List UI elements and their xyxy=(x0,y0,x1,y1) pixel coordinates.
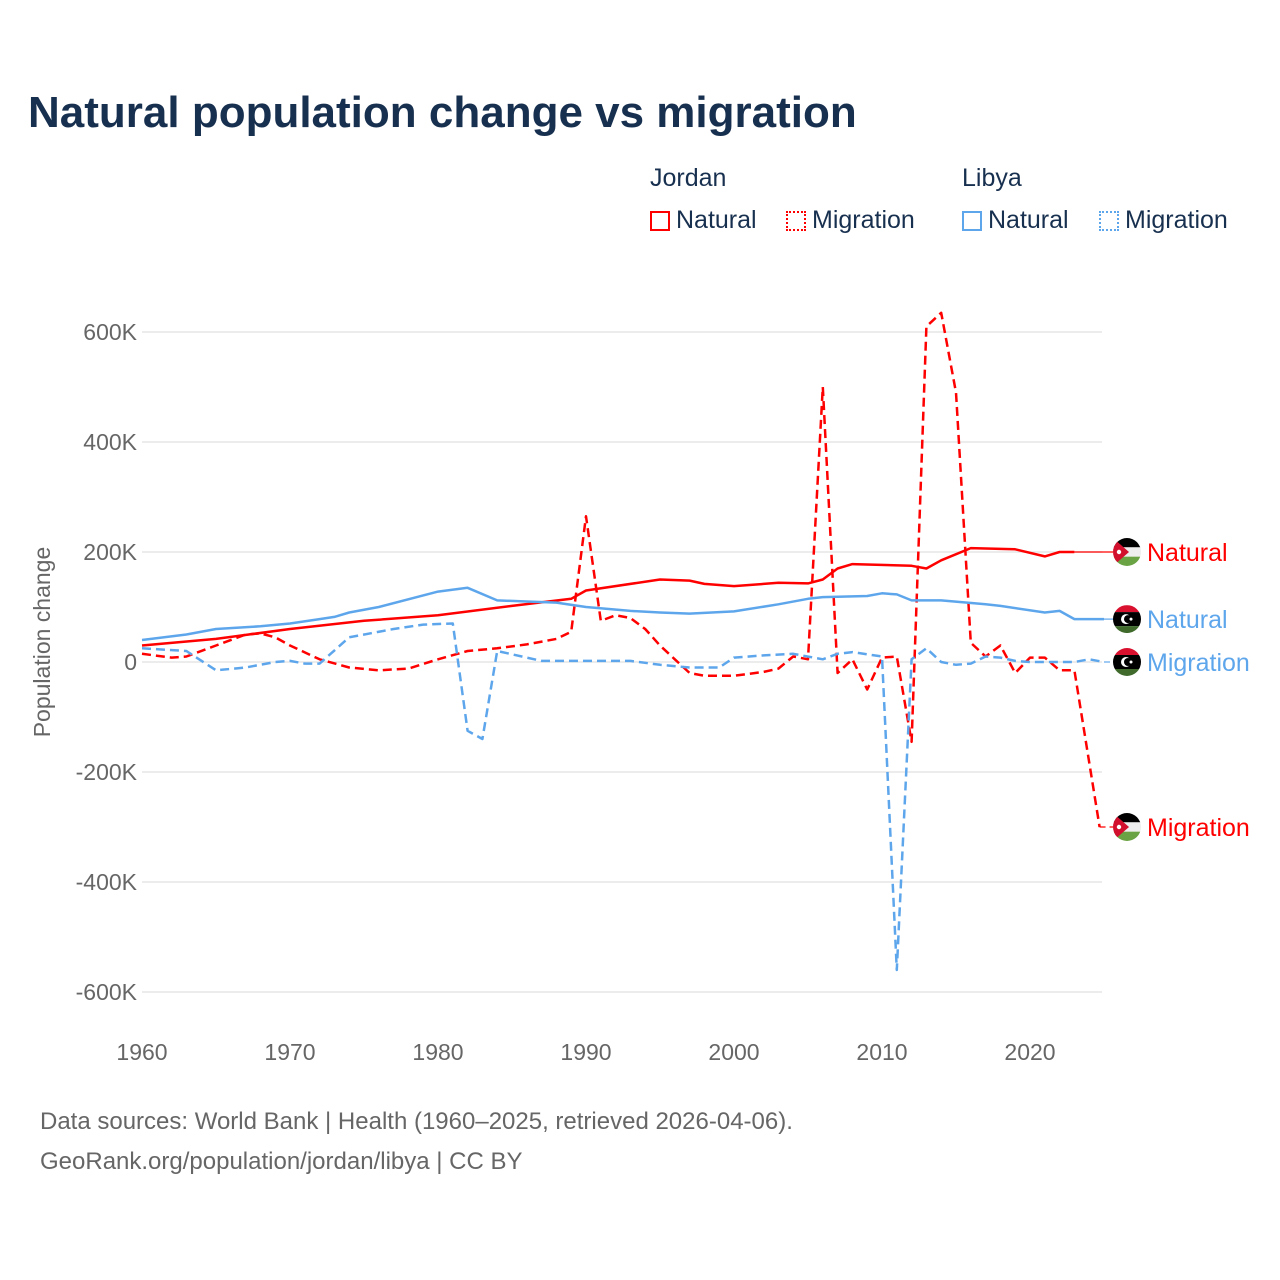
legend-swatch xyxy=(962,211,982,231)
legend-jordan-migration[interactable]: Migration xyxy=(786,206,915,235)
y-tick-label: -200K xyxy=(76,759,138,785)
x-tick-label: 2000 xyxy=(708,1039,759,1065)
legend-swatch xyxy=(650,211,670,231)
legend-libya-title: Libya xyxy=(962,164,1022,192)
chart-title: Natural population change vs migration xyxy=(28,88,857,137)
footer-sources: Data sources: World Bank | Health (1960–… xyxy=(40,1108,793,1135)
y-tick-label: -600K xyxy=(76,979,138,1005)
legend-jordan-title: Jordan xyxy=(650,164,727,192)
x-tick-label: 2010 xyxy=(856,1039,907,1065)
end-label: Migration xyxy=(1147,814,1250,842)
legend-jordan-natural[interactable]: Natural xyxy=(650,206,757,235)
y-tick-label: -400K xyxy=(76,869,138,895)
series-line-jordan-natural[interactable] xyxy=(141,546,1075,647)
x-tick-label: 2020 xyxy=(1004,1039,1055,1065)
y-tick-label: 600K xyxy=(83,319,137,345)
series-line-libya-natural[interactable] xyxy=(141,586,1104,642)
y-tick-label: 0 xyxy=(124,649,137,675)
flag-jordan-icon xyxy=(1113,538,1141,566)
x-tick-label: 1960 xyxy=(116,1039,167,1065)
end-label: Migration xyxy=(1147,649,1250,677)
legend-libya-natural[interactable]: Natural xyxy=(962,206,1069,235)
legend-libya-migration[interactable]: Migration xyxy=(1099,206,1228,235)
legend-swatch xyxy=(786,211,806,231)
series-line-libya-migration[interactable] xyxy=(141,622,1105,972)
flag-libya-icon xyxy=(1113,648,1141,676)
end-label: Natural xyxy=(1147,606,1228,634)
x-tick-label: 1970 xyxy=(264,1039,315,1065)
y-tick-label: 400K xyxy=(83,429,137,455)
footer-link[interactable]: GeoRank.org/population/jordan/libya | CC… xyxy=(40,1148,523,1175)
series-line-jordan-migration[interactable] xyxy=(141,311,1101,828)
flag-libya-icon xyxy=(1113,605,1141,634)
legend-swatch xyxy=(1099,211,1119,231)
flag-jordan-icon xyxy=(1113,813,1141,841)
x-tick-label: 1990 xyxy=(560,1039,611,1065)
end-label: Natural xyxy=(1147,539,1228,567)
y-tick-label: 200K xyxy=(83,539,137,565)
y-axis-label: Population change xyxy=(29,547,55,738)
x-tick-label: 1980 xyxy=(412,1039,463,1065)
